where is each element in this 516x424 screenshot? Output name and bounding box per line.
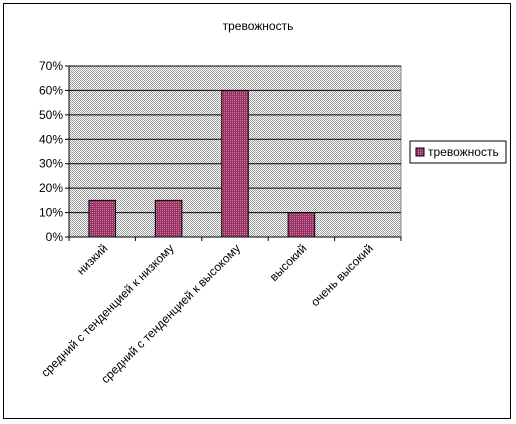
x-tick-label: очень высокий [308, 241, 376, 309]
bar [154, 199, 183, 238]
legend-box [409, 140, 507, 164]
chart-title: тревожность [223, 19, 294, 33]
legend-label: тревожность [428, 145, 499, 159]
x-tick-label: высокий [267, 241, 310, 284]
y-tick-label: 30% [39, 157, 63, 171]
y-tick-label: 20% [39, 181, 63, 195]
bar [221, 89, 249, 238]
y-tick-label: 40% [39, 132, 63, 146]
bar [88, 199, 116, 238]
y-tick-label: 0% [46, 230, 64, 244]
y-tick-label: 50% [39, 108, 63, 122]
x-tick-label: средний с тенденцией к высокому [98, 241, 243, 386]
bar [287, 212, 316, 238]
x-tick-label: низкий [74, 241, 110, 277]
legend-swatch [415, 147, 425, 157]
x-tick-label: средний с тенденцией к низкому [38, 241, 177, 380]
legend: тревожность [409, 140, 507, 164]
y-tick-label: 10% [39, 206, 63, 220]
y-tick-label: 60% [39, 83, 63, 97]
y-tick-label: 70% [39, 59, 63, 73]
